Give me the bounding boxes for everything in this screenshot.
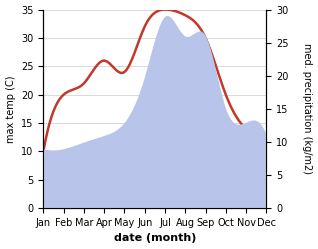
Y-axis label: med. precipitation (kg/m2): med. precipitation (kg/m2)	[302, 43, 313, 174]
X-axis label: date (month): date (month)	[114, 234, 196, 244]
Y-axis label: max temp (C): max temp (C)	[5, 75, 16, 143]
